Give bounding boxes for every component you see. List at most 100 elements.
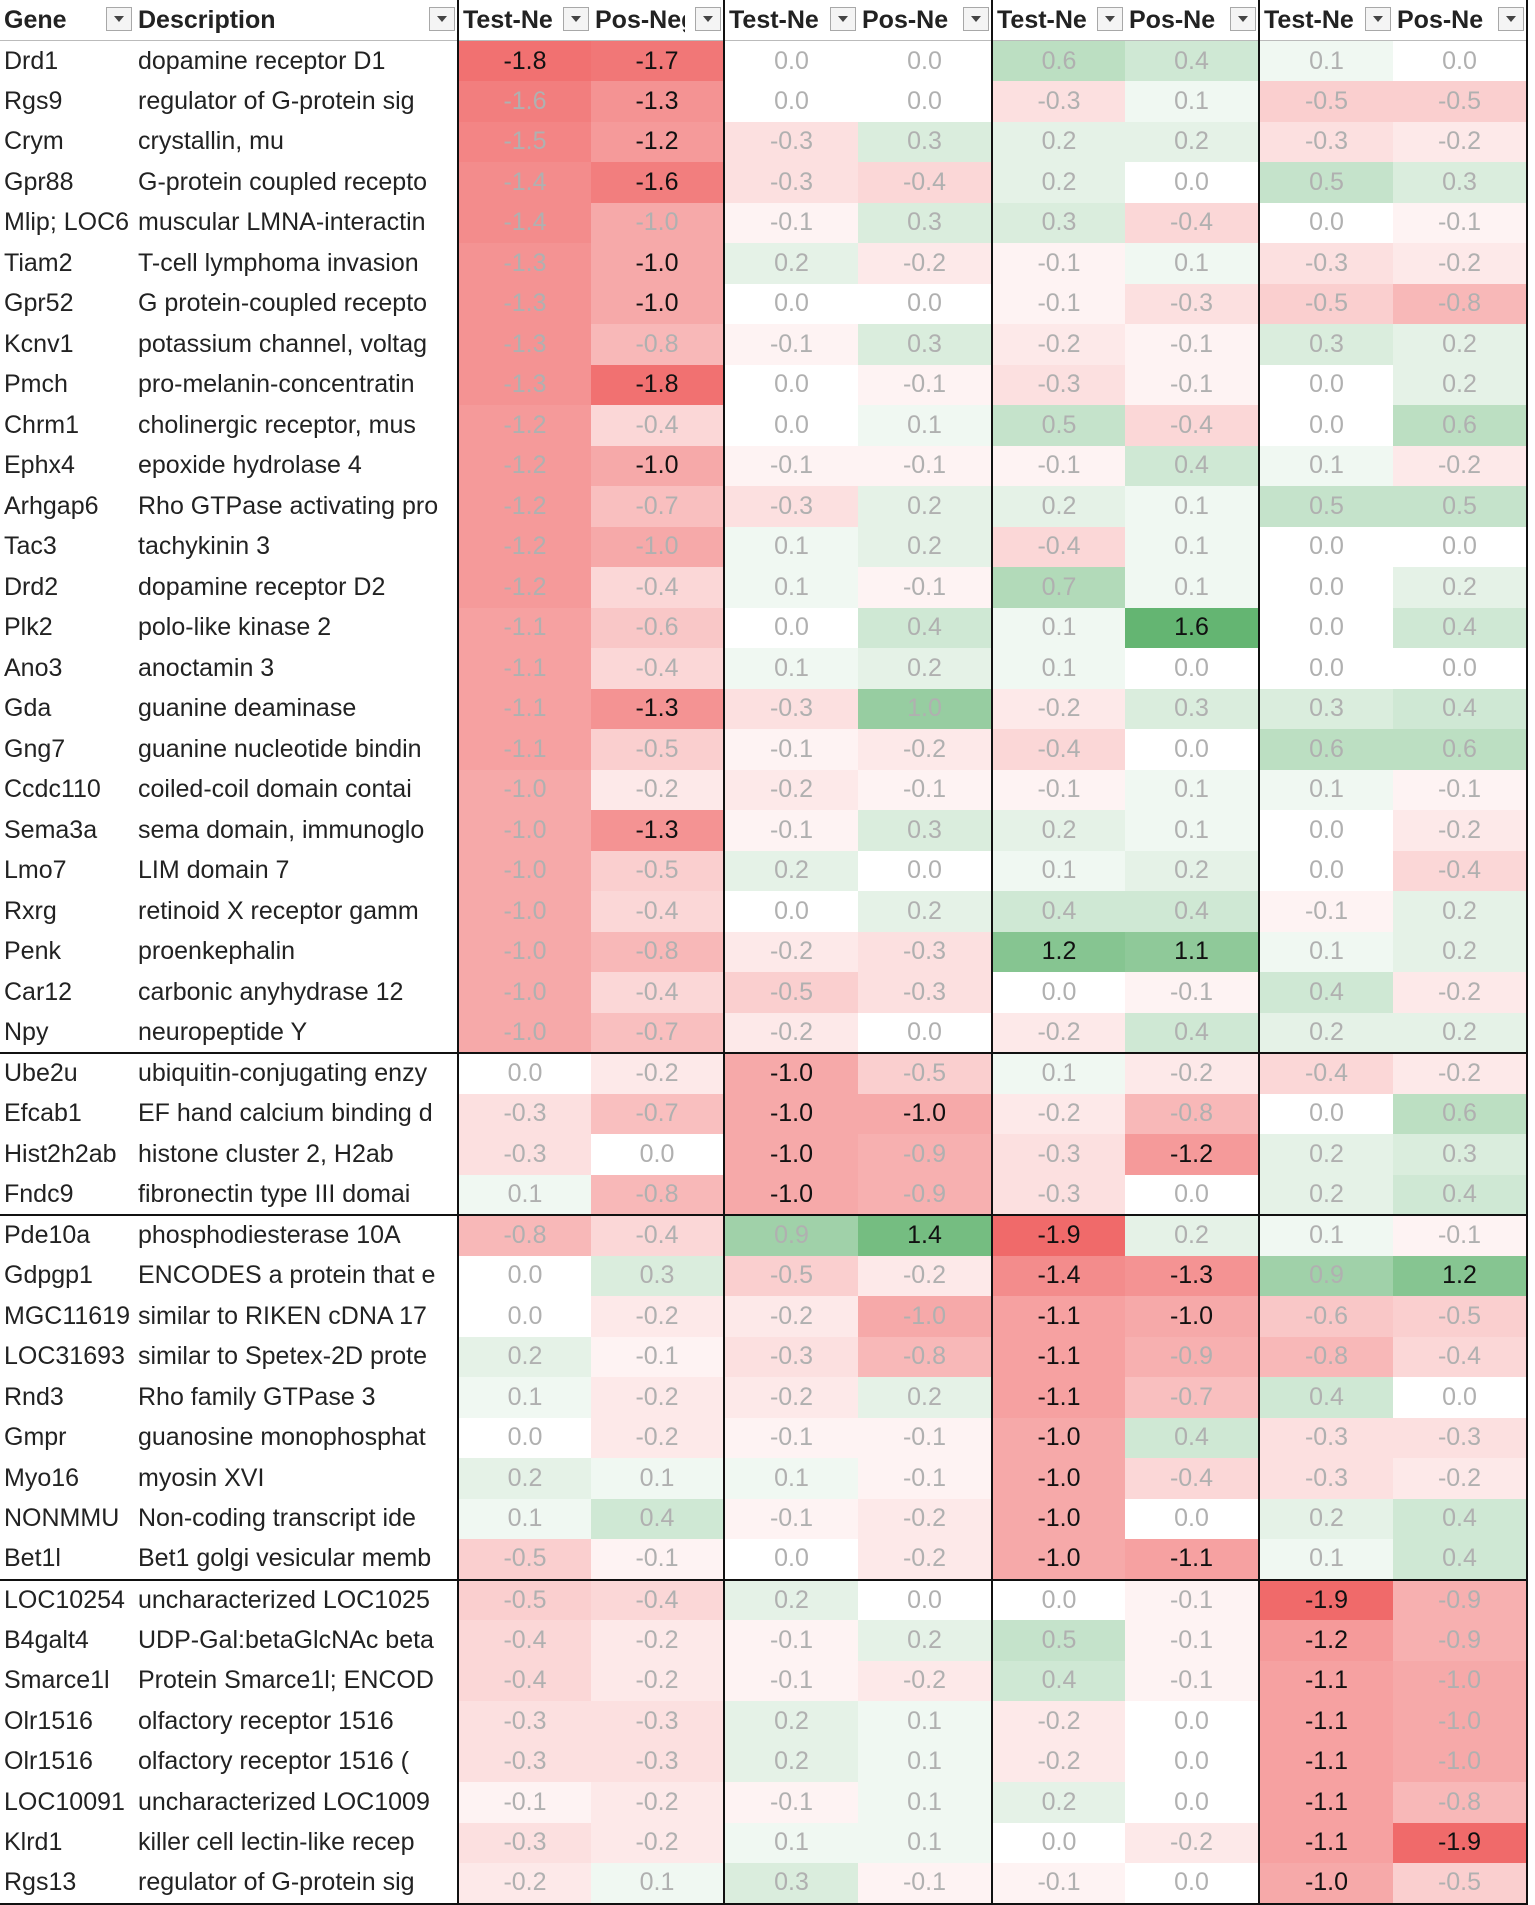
value-cell[interactable]: -1.1 [457, 648, 591, 689]
gene-cell[interactable]: Fndc9 [4, 1179, 74, 1208]
value-cell[interactable]: 0.1 [457, 1498, 591, 1539]
value-cell[interactable]: -1.4 [457, 162, 591, 203]
value-cell[interactable]: 0.1 [723, 648, 858, 689]
value-cell[interactable]: 0.2 [1258, 1012, 1393, 1053]
value-cell[interactable]: -1.2 [457, 526, 591, 567]
column-header-1[interactable]: Description [134, 0, 458, 41]
value-cell[interactable]: 0.4 [1125, 891, 1259, 932]
value-cell[interactable]: 1.2 [991, 931, 1125, 972]
value-cell[interactable]: -0.2 [858, 1498, 992, 1539]
value-cell[interactable]: 0.4 [1393, 607, 1528, 648]
value-cell[interactable]: -0.2 [591, 1782, 724, 1823]
value-cell[interactable]: 1.1 [1125, 931, 1259, 972]
value-cell[interactable]: -0.6 [591, 607, 724, 648]
gene-cell[interactable]: Gpr88 [4, 167, 74, 196]
gene-cell[interactable]: Tac3 [4, 532, 57, 561]
value-cell[interactable]: -0.4 [1125, 202, 1259, 243]
value-cell[interactable]: 0.1 [858, 1741, 992, 1782]
value-cell[interactable]: -0.4 [1393, 850, 1528, 891]
gene-cell[interactable]: Efcab1 [4, 1099, 82, 1128]
gene-cell[interactable]: Sema3a [4, 815, 98, 844]
value-cell[interactable]: 0.5 [1393, 486, 1528, 527]
description-cell[interactable]: polo-like kinase 2 [138, 613, 332, 642]
value-cell[interactable]: -0.2 [1393, 1052, 1528, 1094]
gene-cell[interactable]: Gdpgp1 [4, 1261, 93, 1290]
value-cell[interactable]: -0.2 [723, 1012, 858, 1053]
value-cell[interactable]: -0.1 [1125, 1660, 1259, 1701]
gene-cell[interactable]: Ccdc110 [4, 775, 101, 804]
value-cell[interactable]: 0.0 [723, 81, 858, 122]
value-cell[interactable]: 0.6 [1393, 729, 1528, 770]
description-cell[interactable]: T-cell lymphoma invasion [138, 248, 419, 277]
description-cell[interactable]: Non-coding transcript ide [138, 1504, 416, 1533]
value-cell[interactable]: 0.3 [1393, 1134, 1528, 1175]
value-cell[interactable]: 0.3 [591, 1255, 724, 1296]
description-cell[interactable]: EF hand calcium binding d [138, 1099, 433, 1128]
value-cell[interactable]: 0.2 [723, 850, 858, 891]
value-cell[interactable]: -1.1 [457, 729, 591, 770]
value-cell[interactable]: -1.7 [591, 40, 724, 81]
value-cell[interactable]: 0.2 [457, 1336, 591, 1377]
column-header-7[interactable]: Pos-Ne [1125, 0, 1259, 41]
value-cell[interactable]: -1.1 [1258, 1701, 1393, 1742]
value-cell[interactable]: -0.2 [457, 1863, 591, 1905]
value-cell[interactable]: -0.3 [1393, 1417, 1528, 1458]
gene-cell[interactable]: Gda [4, 694, 52, 723]
value-cell[interactable]: -0.5 [1393, 1296, 1528, 1337]
value-cell[interactable]: -0.2 [723, 1377, 858, 1418]
value-cell[interactable]: 0.6 [1258, 729, 1393, 770]
value-cell[interactable]: -0.5 [591, 729, 724, 770]
value-cell[interactable]: 0.2 [1393, 931, 1528, 972]
column-header-6[interactable]: Test-Ne [991, 0, 1125, 41]
column-header-5[interactable]: Pos-Ne [858, 0, 992, 41]
value-cell[interactable]: -1.1 [1258, 1782, 1393, 1823]
description-cell[interactable]: pro-melanin-concentratin [138, 370, 415, 399]
value-cell[interactable]: 0.0 [1393, 1377, 1528, 1418]
value-cell[interactable]: -0.2 [858, 1660, 992, 1701]
value-cell[interactable]: -0.4 [1393, 1336, 1528, 1377]
value-cell[interactable]: -1.1 [1258, 1822, 1393, 1863]
description-cell[interactable]: dopamine receptor D2 [138, 572, 386, 601]
value-cell[interactable]: -1.1 [991, 1296, 1125, 1337]
value-cell[interactable]: -0.7 [591, 1093, 724, 1134]
value-cell[interactable]: -0.9 [858, 1134, 992, 1175]
gene-cell[interactable]: LOC31693 [4, 1342, 125, 1371]
gene-cell[interactable]: Plk2 [4, 613, 53, 642]
value-cell[interactable]: -0.1 [858, 445, 992, 486]
description-cell[interactable]: Rho family GTPase 3 [138, 1382, 376, 1411]
value-cell[interactable]: -1.0 [991, 1458, 1125, 1499]
value-cell[interactable]: 0.2 [991, 486, 1125, 527]
value-cell[interactable]: 0.0 [1125, 1701, 1259, 1742]
value-cell[interactable]: -1.3 [457, 283, 591, 324]
value-cell[interactable]: -0.1 [1393, 202, 1528, 243]
value-cell[interactable]: -1.0 [457, 931, 591, 972]
value-cell[interactable]: -0.3 [591, 1701, 724, 1742]
value-cell[interactable]: -0.4 [1125, 405, 1259, 446]
value-cell[interactable]: -0.3 [723, 162, 858, 203]
value-cell[interactable]: 0.2 [723, 243, 858, 284]
value-cell[interactable]: -0.8 [1393, 283, 1528, 324]
value-cell[interactable]: 0.4 [1393, 1174, 1528, 1215]
value-cell[interactable]: -1.0 [1393, 1741, 1528, 1782]
value-cell[interactable]: 0.2 [858, 526, 992, 567]
value-cell[interactable]: 0.2 [1258, 1134, 1393, 1175]
value-cell[interactable]: -1.0 [723, 1134, 858, 1175]
value-cell[interactable]: -0.9 [1125, 1336, 1259, 1377]
value-cell[interactable]: 0.1 [1258, 1214, 1393, 1256]
value-cell[interactable]: 0.1 [1125, 567, 1259, 608]
value-cell[interactable]: -0.1 [991, 769, 1125, 810]
description-cell[interactable]: Rho GTPase activating pro [138, 491, 439, 520]
value-cell[interactable]: -0.5 [723, 1255, 858, 1296]
value-cell[interactable]: 0.7 [991, 567, 1125, 608]
value-cell[interactable]: 0.1 [991, 648, 1125, 689]
value-cell[interactable]: -1.0 [858, 1296, 992, 1337]
filter-dropdown-button[interactable] [429, 7, 455, 31]
value-cell[interactable]: 0.3 [1393, 162, 1528, 203]
value-cell[interactable]: -1.3 [1125, 1255, 1259, 1296]
value-cell[interactable]: 0.1 [591, 1458, 724, 1499]
value-cell[interactable]: 0.4 [858, 607, 992, 648]
value-cell[interactable]: 0.0 [1125, 162, 1259, 203]
value-cell[interactable]: -0.2 [723, 769, 858, 810]
value-cell[interactable]: -1.0 [591, 526, 724, 567]
value-cell[interactable]: -0.3 [858, 931, 992, 972]
